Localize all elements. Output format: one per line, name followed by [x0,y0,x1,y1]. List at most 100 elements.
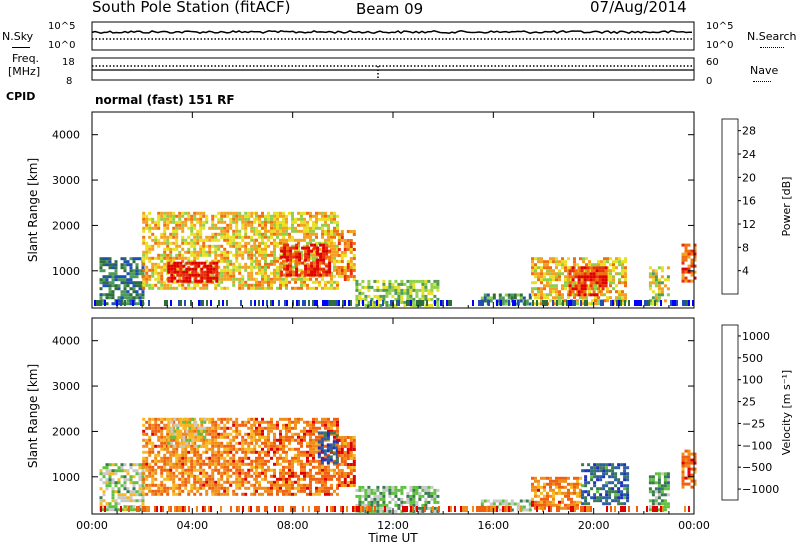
power-cell [657,287,661,291]
velocity-cell [684,449,688,453]
velocity-ground-cell [542,506,544,512]
power-cell [319,252,323,256]
velocity-cell [175,492,179,496]
power-cell [235,217,239,221]
power-cell [132,287,136,291]
velocity-cell [324,483,327,487]
velocity-cell [179,420,183,424]
velocity-cell [370,503,374,507]
velocity-cell [573,485,576,489]
velocity-cell [220,483,224,487]
velocity-cell [154,489,158,493]
velocity-cell [323,458,327,462]
velocity-cell [590,496,594,500]
power-cell [142,235,146,239]
power-cell [129,302,133,306]
power-cell [170,267,174,271]
power-ground-cell [416,300,418,306]
velocity-cell [185,423,189,427]
velocity-cell [148,465,152,469]
power-cell [315,223,318,227]
velocity-cell [657,496,661,500]
velocity-cell [654,499,658,503]
power-cell [108,257,112,261]
power-cell [315,241,318,245]
velocity-cell [157,426,161,430]
velocity-cell [657,478,661,482]
velocity-cell [620,481,624,485]
power-cell [220,268,224,272]
velocity-cell [576,485,579,489]
velocity-cell [279,477,282,481]
power-cell [346,245,350,248]
velocity-cell [605,469,609,473]
power-cell [690,264,694,268]
velocity-cell [193,486,197,490]
velocity-cell [261,465,264,469]
velocity-cell [197,444,201,448]
velocity-cell [321,483,324,487]
velocity-cell [187,441,191,445]
power-cell [336,223,339,227]
power-cell [184,256,188,260]
power-ground-cell [206,300,208,306]
velocity-cell [343,481,347,484]
velocity-cell [267,468,270,472]
velocity-cell [172,438,176,442]
power-colorbar-tick-label: 16 [742,195,756,208]
power-cell [624,275,627,279]
velocity-cell [151,429,155,433]
velocity-cell [317,431,321,435]
velocity-cell [238,441,242,445]
velocity-cell [258,456,261,460]
velocity-cell [564,476,567,480]
velocity-cell [190,489,194,493]
power-cell [226,211,230,215]
velocity-cell [320,431,324,435]
power-cell [273,232,276,236]
power-ground-cell [572,300,574,306]
velocity-cell [288,471,291,475]
velocity-cell [187,489,191,493]
power-cell [609,281,612,285]
velocity-cell [229,441,233,445]
power-cell [684,279,688,283]
power-cell [291,259,294,263]
velocity-cell [235,441,239,445]
power-cell [397,285,401,289]
power-cell [330,232,333,236]
power-cell [175,286,179,290]
power-cell [175,214,179,218]
velocity-cell [193,483,197,487]
velocity-cell [255,438,258,442]
velocity-cell [214,426,218,430]
velocity-cell [593,475,597,479]
velocity-cell [190,459,194,463]
power-cell [280,270,284,274]
velocity-cell [590,478,594,482]
velocity-cell [223,468,227,472]
power-cell [310,267,314,271]
power-cell [280,261,284,265]
power-cell [273,211,276,215]
velocity-cell [114,484,118,488]
power-cell [117,278,121,282]
power-cell [142,229,146,233]
velocity-cell [160,483,164,487]
velocity-cell [303,426,306,430]
power-cell [267,262,270,266]
velocity-cell [250,441,254,445]
velocity-cell [605,472,609,476]
power-cell [325,252,329,256]
power-cell [267,283,270,287]
power-cell [598,272,602,276]
power-cell [276,265,279,269]
velocity-cell [117,481,121,485]
power-cell [657,266,661,270]
velocity-cell [217,417,221,421]
velocity-cell [157,438,161,442]
velocity-cell [528,499,532,503]
velocity-cell [142,450,146,454]
power-ground-cell [148,300,150,306]
power-cell [108,287,112,291]
